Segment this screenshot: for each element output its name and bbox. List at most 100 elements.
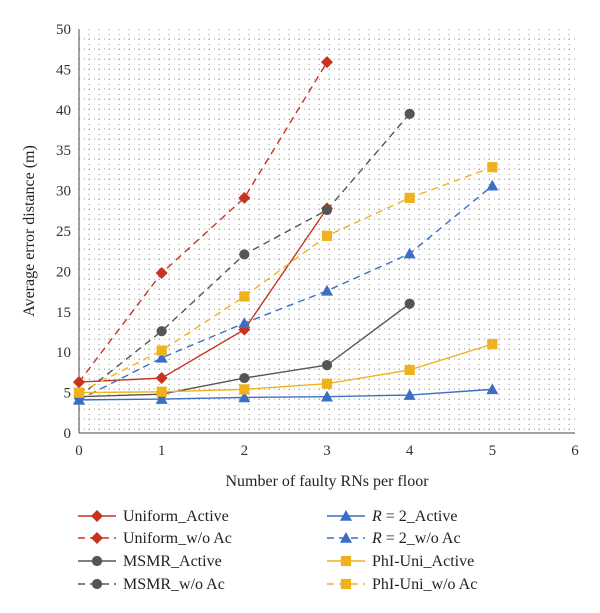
y-tick-label: 5: [64, 386, 72, 402]
legend-label-part: R: [371, 530, 382, 547]
y-tick-label: 45: [56, 62, 71, 78]
legend-label-part: R: [371, 508, 382, 525]
data-point: [403, 389, 416, 400]
x-tick-label: 6: [571, 443, 579, 459]
data-point: [155, 372, 168, 385]
legend-label: PhI-Uni_Active: [372, 553, 474, 570]
data-point: [321, 360, 333, 371]
y-tick-label: 0: [64, 426, 72, 442]
legend-item: MSMR_w/o Ac: [78, 576, 225, 593]
legend-label: MSMR_w/o Ac: [123, 576, 225, 593]
legend-item: PhI-Uni_Active: [327, 553, 474, 570]
legend-label-part: = 2_w/o Ac: [382, 530, 461, 547]
data-point: [155, 351, 168, 363]
data-point: [404, 108, 415, 119]
y-tick-label: 20: [56, 264, 71, 280]
series-phi-uni-w-o-ac: [73, 162, 498, 398]
legend-label-part: PhI-Uni_Active: [372, 553, 474, 570]
legend-label-part: PhI-Uni_w/o Ac: [372, 576, 477, 593]
legend-label-part: MSMR_w/o Ac: [123, 576, 225, 593]
legend-item: R = 2_w/o Ac: [327, 530, 461, 547]
series-line: [78, 207, 328, 383]
data-point: [486, 179, 499, 191]
data-point: [239, 291, 250, 302]
data-point: [487, 339, 498, 350]
legend-item: Uniform_w/o Ac: [78, 530, 232, 547]
data-point: [321, 390, 333, 402]
legend-label: R = 2_Active: [371, 508, 457, 525]
data-point: [403, 247, 416, 259]
series-line: [78, 343, 493, 394]
legend-marker: [340, 578, 352, 590]
legend-marker: [91, 510, 103, 522]
series-line: [78, 166, 493, 394]
data-point: [239, 384, 250, 395]
legend-marker: [91, 532, 103, 544]
legend-item: R = 2_Active: [327, 508, 457, 525]
series-line: [78, 185, 493, 401]
legend-item: MSMR_Active: [78, 553, 222, 570]
legend-label: PhI-Uni_w/o Ac: [372, 576, 477, 593]
series-line: [78, 61, 328, 383]
data-point: [404, 364, 415, 376]
data-point: [156, 345, 167, 356]
plot-axes: [78, 29, 575, 434]
data-point: [486, 383, 499, 395]
y-tick-label: 15: [56, 305, 71, 321]
data-point: [239, 249, 250, 260]
y-tick-label: 40: [56, 103, 71, 119]
data-point: [73, 376, 85, 389]
series-r-2-w-o-ac: [73, 179, 499, 405]
data-point: [155, 267, 168, 280]
series-line: [78, 388, 493, 401]
legend-marker: [340, 510, 352, 521]
y-tick-label: 50: [56, 22, 71, 38]
legend-label-part: Uniform_Active: [123, 508, 229, 525]
data-point: [321, 56, 333, 69]
legend-item: Uniform_Active: [78, 508, 229, 525]
legend-label: Uniform_Active: [123, 508, 229, 525]
x-axis-title: Number of faulty RNs per floor: [225, 473, 429, 490]
data-point: [156, 326, 167, 337]
data-point: [487, 162, 498, 173]
data-point: [238, 191, 251, 204]
x-tick-label: 3: [323, 443, 331, 459]
data-point: [238, 317, 251, 328]
legend-label-part: = 2_Active: [382, 508, 458, 525]
data-point: [321, 204, 333, 216]
legend-label: MSMR_Active: [123, 553, 222, 570]
legend-label: R = 2_w/o Ac: [371, 530, 461, 547]
data-point: [155, 393, 168, 404]
y-tick-label: 25: [56, 224, 71, 240]
y-axis-title: Average error distance (m): [21, 145, 38, 317]
data-point: [73, 393, 85, 405]
data-point: [239, 372, 250, 384]
legend: Uniform_Active Uniform_w/o Ac MSMR_Active M…: [78, 508, 477, 593]
data-point: [321, 284, 333, 296]
data-point: [156, 386, 167, 397]
x-tick-label: 1: [158, 443, 166, 459]
legend-item: PhI-Uni_w/o Ac: [327, 576, 477, 593]
series-layer: [73, 56, 499, 405]
legend-marker: [91, 555, 103, 567]
legend-marker: [340, 555, 352, 567]
x-tick-label: 0: [75, 443, 83, 459]
legend-label-part: MSMR_Active: [123, 553, 222, 570]
data-point: [404, 298, 415, 309]
legend-marker: [91, 578, 103, 590]
series-uniform-w-o-ac: [73, 56, 333, 389]
legend-marker: [340, 532, 352, 543]
data-point: [404, 192, 415, 203]
legend-label: Uniform_w/o Ac: [123, 530, 232, 547]
data-point: [238, 391, 251, 403]
y-tick-label: 35: [56, 143, 71, 159]
data-point: [73, 387, 85, 398]
y-tick-label: 10: [56, 345, 71, 361]
x-tick-label: 5: [489, 443, 497, 459]
x-tick-label: 2: [241, 443, 249, 459]
x-tick-label: 4: [406, 443, 414, 459]
legend-label-part: Uniform_w/o Ac: [123, 530, 232, 547]
data-point: [321, 230, 333, 241]
